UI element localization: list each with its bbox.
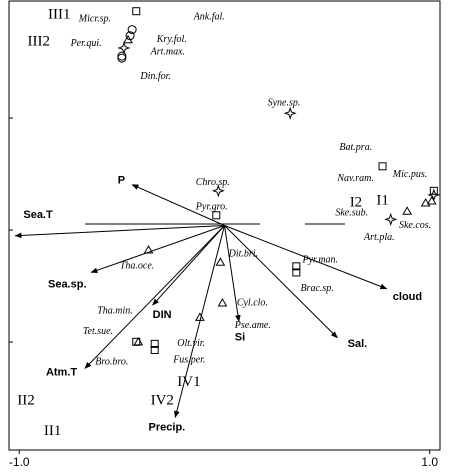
- site-star: [427, 188, 441, 202]
- group-label: III1: [48, 7, 71, 23]
- env-label: Atm.T: [46, 366, 77, 378]
- env-label: Sal.: [348, 338, 368, 350]
- species-label: Pse.ame.: [234, 320, 271, 331]
- species-label: Syne.sp.: [268, 97, 301, 108]
- site-star: [384, 212, 398, 226]
- env-label: DIN: [153, 309, 172, 321]
- species-label: Din.for.: [139, 71, 171, 82]
- site-circle: [117, 53, 127, 63]
- site-circle: [117, 51, 127, 61]
- site-star: [117, 41, 131, 55]
- env-arrow: [84, 225, 225, 369]
- env-arrow: [224, 225, 338, 339]
- species-label: Per.qui.: [70, 38, 102, 49]
- site-triangle: [133, 336, 144, 346]
- site-square: [292, 262, 301, 271]
- group-label: IV1: [177, 374, 200, 390]
- site-square: [378, 162, 387, 171]
- site-triangle: [123, 34, 133, 44]
- species-label: Ske.sub.: [335, 208, 368, 219]
- site-square: [132, 7, 141, 16]
- species-label: Mic.pus.: [392, 169, 427, 180]
- group-label: I1: [376, 192, 389, 208]
- species-label: Art.pla.: [363, 232, 395, 243]
- env-arrow: [14, 225, 225, 239]
- site-triangle: [217, 298, 228, 307]
- site-triangle: [195, 312, 205, 321]
- env-arrow: [152, 225, 225, 306]
- site-square: [429, 186, 438, 195]
- group-label: II2: [17, 392, 35, 408]
- species-label: Cyl.clo.: [237, 297, 268, 308]
- site-square: [292, 268, 301, 277]
- site-triangle: [215, 257, 226, 266]
- group-label: II1: [44, 423, 62, 439]
- species-label: Olt.vir.: [177, 338, 205, 349]
- species-label: Tha.oce.: [120, 261, 154, 272]
- species-label: Nav.ram.: [336, 173, 373, 184]
- species-label: Bro.bro.: [95, 357, 128, 368]
- species-label: Pyr.man.: [301, 254, 338, 265]
- env-label: Precip.: [149, 421, 186, 433]
- env-arrow: [90, 225, 225, 273]
- species-label: Art.max.: [150, 46, 185, 57]
- site-triangle: [402, 206, 413, 215]
- env-label: Si: [235, 332, 245, 344]
- site-star: [211, 184, 225, 198]
- env-label: cloud: [393, 291, 422, 303]
- env-arrow: [174, 225, 225, 419]
- x-tick-label: -1.0: [9, 455, 30, 469]
- species-label: Fus.per.: [172, 354, 205, 365]
- site-square: [212, 211, 221, 220]
- env-label: Sea.T: [23, 209, 53, 221]
- species-label: Micr.sp.: [78, 14, 111, 25]
- env-label: Sea.sp.: [48, 279, 87, 291]
- env-arrow: [131, 184, 225, 226]
- group-label: IV2: [151, 392, 174, 408]
- site-square: [150, 339, 159, 348]
- env-arrow: [224, 225, 388, 290]
- env-arrow: [224, 225, 241, 323]
- species-label: Bat.pra.: [339, 142, 372, 153]
- species-label: Tet.sue.: [83, 326, 113, 337]
- site-triangle: [143, 244, 154, 254]
- site-star: [283, 106, 297, 120]
- site-circle: [127, 25, 137, 35]
- group-label: I2: [350, 194, 363, 210]
- group-label: III2: [27, 33, 50, 49]
- site-square: [150, 345, 159, 354]
- site-triangle: [420, 198, 431, 207]
- species-label: Kry.fol.: [156, 34, 187, 45]
- env-label: P: [118, 175, 125, 187]
- species-label: Chro.sp.: [196, 177, 230, 188]
- species-label: Tha.min.: [97, 306, 133, 317]
- species-label: Brac.sp.: [300, 283, 333, 294]
- species-label: Ske.cos.: [399, 220, 431, 231]
- x-tick-label: 1.0: [421, 455, 438, 469]
- species-label: Dit.bri.: [228, 248, 258, 259]
- plot-frame: [8, 0, 441, 451]
- species-label: Ank.fal.: [193, 12, 225, 23]
- species-label: Pyr.gro.: [195, 201, 228, 212]
